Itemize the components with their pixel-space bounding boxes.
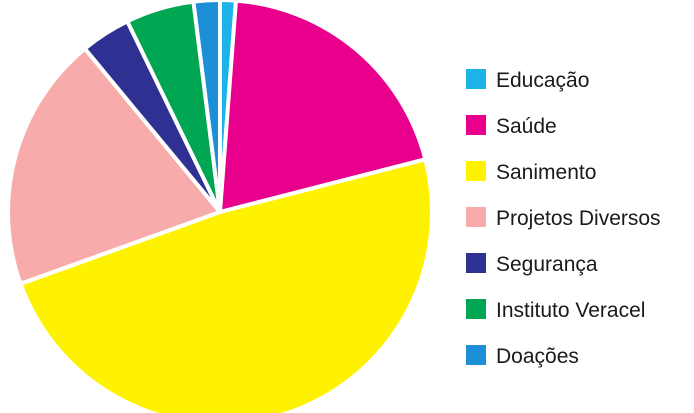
chart-legend: Educação Saúde Sanimento Projetos Diversos S… [466,69,661,368]
legend-label-3: Projetos Diversos [496,207,661,230]
pie-slice-1 [218,0,428,214]
legend-swatch-1 [466,115,486,135]
legend-label-5: Instituto Veracel [496,299,645,322]
legend-label-4: Segurança [496,253,598,276]
legend-swatch-4 [466,253,486,273]
pie-slice-6 [191,0,222,214]
pie-slice-3 [6,46,222,286]
legend-swatch-3 [466,207,486,227]
legend-swatch-6 [466,345,486,365]
legend-label-1: Saúde [496,115,557,138]
legend-swatch-5 [466,299,486,319]
legend-swatch-0 [466,69,486,89]
legend-label-0: Educação [496,69,589,92]
legend-swatch-2 [466,161,486,181]
pie-slice-2 [18,157,434,413]
pie-slices [6,0,434,413]
legend-label-6: Doações [496,345,579,368]
legend-label-2: Sanimento [496,161,596,184]
